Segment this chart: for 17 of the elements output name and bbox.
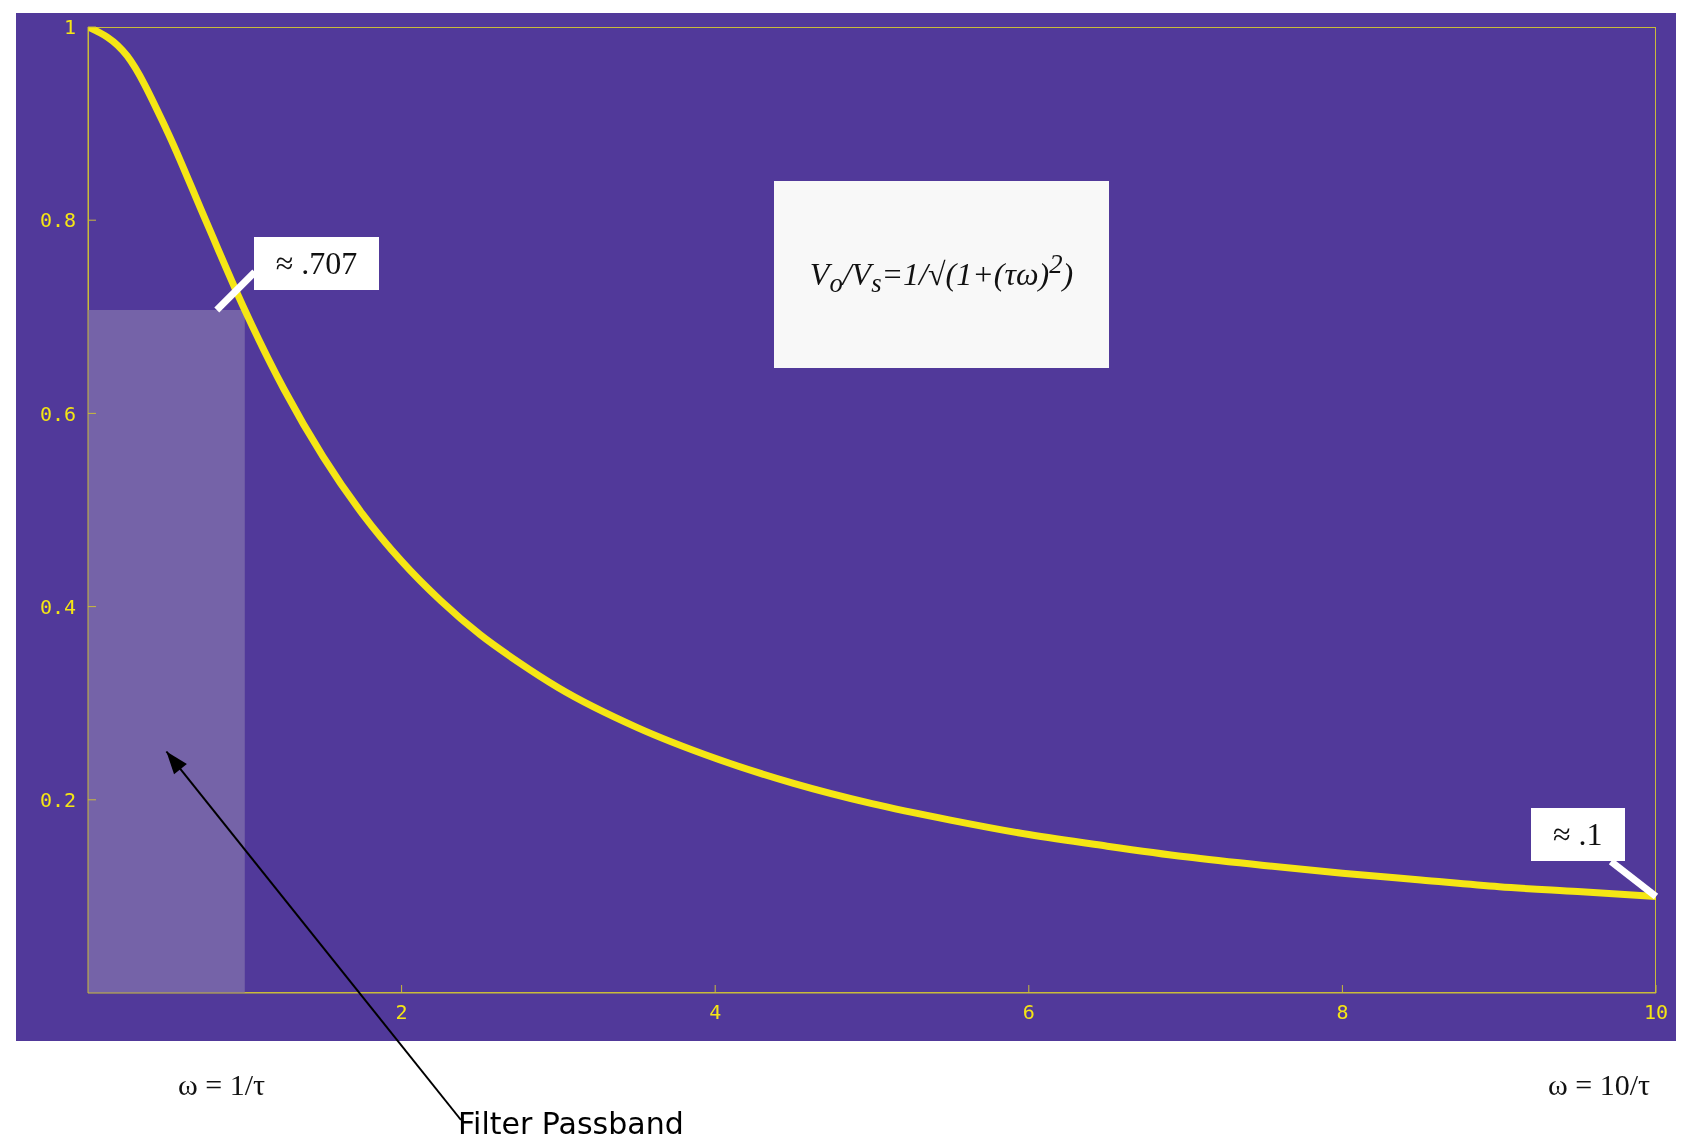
x-tick-label: 4	[709, 1000, 722, 1025]
x-tick-label: 6	[1022, 1000, 1035, 1025]
y-tick-label: 0.4	[39, 594, 76, 619]
y-tick-label: 1	[63, 15, 76, 40]
x-tick-label: 10	[1643, 1000, 1669, 1025]
text: ω = 10/τ	[1548, 1068, 1651, 1102]
y-tick-label: 0.6	[39, 401, 76, 426]
y-tick-label: 0.8	[39, 208, 76, 233]
y-tick-label: 0.2	[39, 787, 76, 812]
band-label: Filter Passband	[458, 1106, 684, 1137]
x-tick-label: 8	[1336, 1000, 1349, 1025]
annotation: ≈ .1	[1531, 808, 1625, 862]
x-tick-label: 2	[395, 1000, 408, 1025]
formula-box: V$_{o}$/V$_{s}$=1/√(1+(τω)$^{2}$)	[774, 181, 1109, 368]
annotation: V$_{o}$/V$_{s}$=1/√(1+(τω)$^{2}$)	[809, 249, 1074, 300]
text: ω = 1/τ	[178, 1068, 266, 1102]
annotation: ≈ .707	[253, 237, 380, 291]
